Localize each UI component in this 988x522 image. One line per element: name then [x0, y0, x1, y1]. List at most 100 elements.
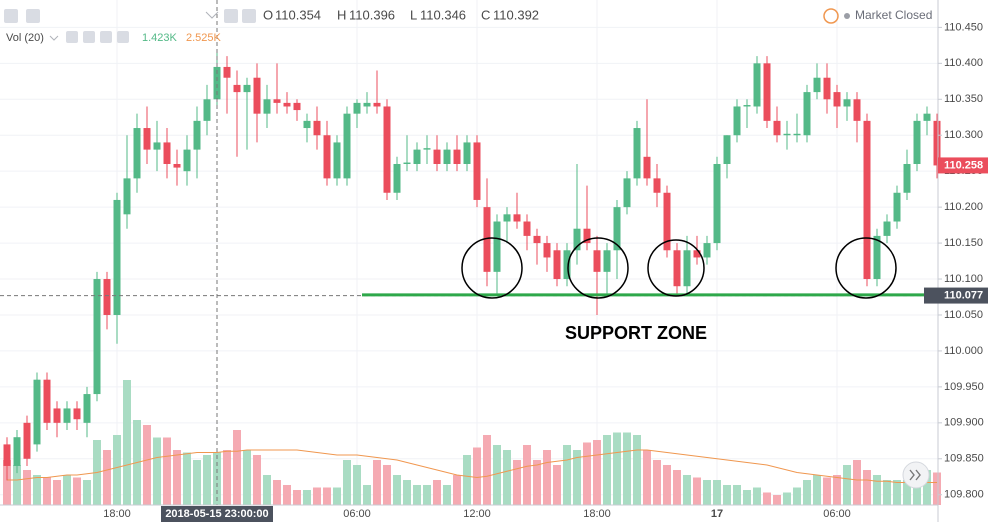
volume-bar [643, 450, 651, 505]
volume-bar [333, 487, 341, 505]
volume-bar [513, 460, 521, 505]
icon [224, 9, 238, 23]
candle-body [583, 228, 591, 244]
x-tick-label: 18:00 [103, 508, 131, 520]
candle-body [513, 214, 521, 222]
candle-body [453, 149, 461, 164]
volume-bar [183, 452, 191, 505]
y-tick-label: 109.900 [944, 417, 984, 429]
h-value: 110.396 [349, 7, 395, 22]
volume-bar [123, 380, 131, 505]
volume-bar [893, 480, 901, 505]
header: O 110.354 H 110.396 L 110.346 C 110.392 … [4, 7, 932, 44]
candle-body [893, 192, 901, 222]
volume-bar [113, 435, 121, 505]
candle-body [463, 142, 471, 164]
x-tick-label: 12:00 [463, 508, 491, 520]
volume-bar [523, 445, 531, 505]
volume-bar [73, 477, 81, 505]
volume-bar [103, 450, 111, 505]
candle-body [163, 142, 171, 164]
scroll-button[interactable] [902, 461, 930, 489]
candle-body [843, 99, 851, 107]
candle-body [143, 128, 151, 150]
candle-body [333, 142, 341, 179]
candle-body [53, 408, 61, 423]
volume-bar [63, 475, 71, 505]
candle-body [423, 148, 431, 150]
candle-body [273, 99, 281, 103]
volume-bar [913, 475, 921, 505]
candle-body [533, 235, 541, 244]
candle-body [723, 135, 731, 164]
candle-body [73, 408, 81, 420]
candle-body [373, 102, 381, 107]
candle-body [523, 221, 531, 236]
candle-body [563, 250, 571, 280]
volume-pane [3, 380, 941, 505]
volume-bar [873, 475, 881, 505]
volume-bar [723, 485, 731, 505]
support-circles [461, 237, 897, 299]
candle-body [153, 142, 161, 150]
volume-ma-line [7, 449, 937, 483]
volume-bar [343, 460, 351, 505]
volume-bar [793, 487, 801, 505]
y-tick-label: 109.800 [944, 489, 984, 501]
volume-bar [163, 437, 171, 505]
candle-body [323, 135, 331, 179]
volume-bar [3, 460, 11, 505]
volume-bar [423, 485, 431, 505]
candle-body [663, 192, 671, 251]
volume-value: 1.423K [142, 32, 178, 44]
candle-body [833, 92, 841, 107]
candle-body [653, 178, 661, 193]
candle-body [103, 279, 111, 315]
volume-bar [233, 430, 241, 505]
status: Market Closed [855, 8, 932, 22]
volume-bar [373, 460, 381, 505]
annotation: SUPPORT ZONE [565, 323, 707, 343]
volume-bar [803, 480, 811, 505]
candle-body [443, 149, 451, 164]
volume-bar [883, 480, 891, 505]
volume-bar [353, 465, 361, 505]
volume-bar [533, 460, 541, 505]
o-label: O [263, 7, 273, 22]
circle [567, 237, 629, 299]
crosshair-time-label: 2018-05-15 23:00:00 [165, 508, 268, 520]
volume-bar [713, 480, 721, 505]
volume-bar [813, 475, 821, 505]
circle [647, 239, 705, 297]
y-tick-label: 110.150 [944, 237, 983, 249]
x-tick-label: 06:00 [343, 508, 371, 520]
volume-bar [653, 460, 661, 505]
volume-bar [563, 445, 571, 505]
volume-bar [393, 475, 401, 505]
candle-body [613, 207, 621, 251]
candle-body [573, 228, 581, 251]
volume-bar [783, 492, 791, 505]
candle-body [483, 207, 491, 272]
volume-bar [843, 465, 851, 505]
crosshair-price-label: 110.077 [944, 289, 983, 301]
icon [26, 9, 40, 23]
y-tick-label: 110.300 [944, 129, 983, 141]
volume-bar [283, 485, 291, 505]
volume-bar [453, 475, 461, 505]
candle-body [863, 120, 871, 280]
volume-bar [753, 487, 761, 505]
volume-bar [473, 447, 481, 505]
crosshair-price-tag [924, 287, 988, 304]
volume-bar [293, 490, 301, 505]
candle-body [673, 250, 681, 287]
volume-bar [583, 442, 591, 505]
candle-body [83, 394, 91, 423]
l-value: 110.346 [420, 7, 466, 22]
candle-body [3, 444, 11, 466]
candle-body [23, 422, 31, 459]
c-value: 110.392 [493, 7, 539, 22]
volume-bar [483, 435, 491, 505]
volume-bar [43, 477, 51, 505]
